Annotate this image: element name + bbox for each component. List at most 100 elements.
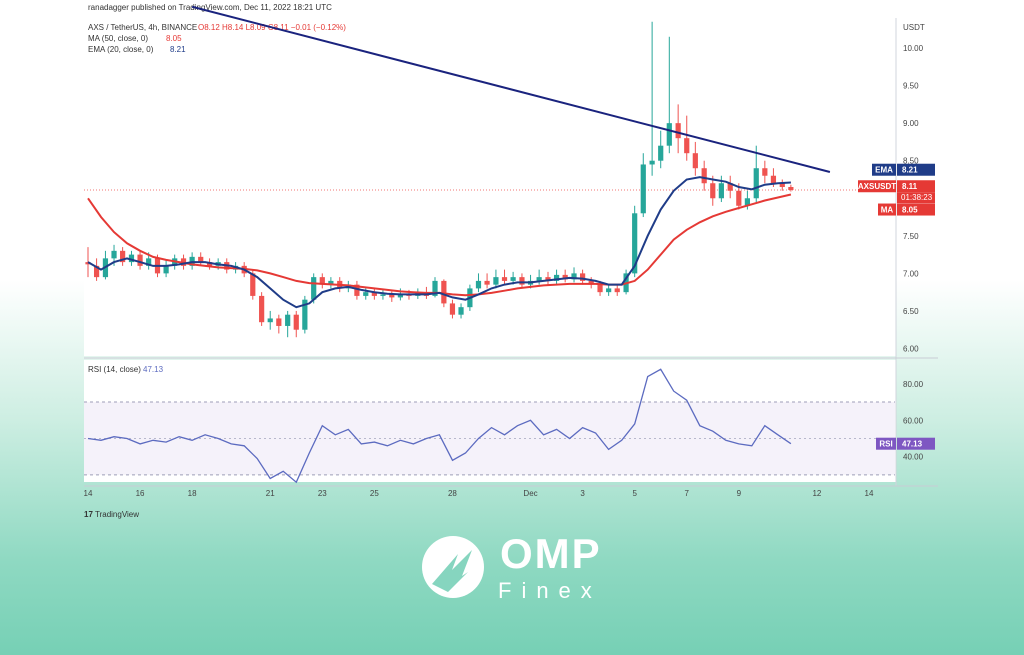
candle-body — [588, 280, 594, 285]
candle-body — [658, 145, 664, 161]
ema-20-line — [87, 176, 791, 309]
candle-body — [710, 183, 716, 199]
price-tick-label: 10.00 — [903, 44, 924, 53]
ma-tag-label: MA — [881, 206, 894, 215]
candle-body — [328, 280, 334, 285]
time-tick-label: 14 — [865, 489, 874, 498]
candle-body — [571, 273, 577, 280]
time-tick-label: 5 — [632, 489, 637, 498]
tradingview-icon: 17 — [84, 510, 93, 519]
candle-body — [684, 138, 690, 154]
candle-body — [501, 277, 508, 281]
price-tag-value: 8.11 — [902, 182, 918, 191]
ma-tag-label-box — [878, 203, 896, 216]
rsi-tag-label-box — [876, 437, 896, 450]
rsi-tick-label: 40.00 — [903, 453, 924, 462]
candle-body — [389, 294, 395, 298]
candle-body — [666, 123, 672, 146]
candle-body — [120, 250, 126, 263]
candle-body — [649, 160, 655, 165]
published-note: ranadagger published on TradingView.com,… — [88, 3, 332, 12]
time-tick-label: 16 — [136, 489, 145, 498]
ema-tag-label: EMA — [875, 166, 893, 175]
time-tick-label: 28 — [448, 489, 457, 498]
ma-tag-value-box — [897, 203, 935, 216]
rsi-line — [87, 368, 792, 484]
price-tick-label: 9.00 — [903, 119, 919, 128]
candle-body — [163, 265, 169, 274]
candle-body — [736, 190, 742, 206]
price-tick-label: 6.00 — [903, 344, 919, 353]
price-tick-label: 7.50 — [903, 232, 919, 241]
candle-body — [718, 183, 724, 199]
ema-tag-value-box — [897, 163, 935, 176]
candle-body — [354, 284, 360, 296]
brand-name: OMP — [500, 530, 602, 577]
candle-body — [493, 277, 499, 285]
candle-body — [475, 280, 482, 289]
candle-body — [510, 277, 516, 281]
rsi-tick-label: 80.00 — [903, 380, 924, 389]
symbol-title: AXS / TetherUS, 4h, BINANCE — [88, 23, 197, 32]
candle-body — [276, 318, 282, 326]
candle-body — [753, 168, 759, 199]
candle-body — [458, 307, 464, 315]
candle-body — [632, 213, 638, 274]
candle-body — [484, 280, 490, 285]
candle-body — [727, 183, 733, 191]
candle-body — [788, 187, 794, 191]
candle-body — [319, 277, 325, 285]
candle-body — [302, 299, 308, 330]
candle-body — [146, 258, 152, 266]
rsi-legend-label: RSI (14, close) — [88, 365, 141, 374]
ma-tag-value: 8.05 — [902, 206, 918, 215]
rsi-tag-label: RSI — [879, 440, 892, 449]
rsi-legend-value: 47.13 — [143, 365, 164, 374]
ma-legend-value: 8.05 — [166, 34, 182, 43]
time-tick-label: 21 — [266, 489, 275, 498]
time-tick-label: 3 — [580, 489, 585, 498]
time-tick-label: 14 — [84, 489, 93, 498]
candle-body — [692, 153, 698, 169]
candle-body — [614, 288, 620, 293]
candle-body — [371, 292, 377, 296]
price-tag-value-box — [897, 180, 935, 193]
rsi-tag-value-box — [897, 437, 935, 450]
candle-body — [441, 280, 447, 304]
ema-legend-label: EMA (20, close, 0) — [88, 45, 154, 54]
rsi-pane — [84, 360, 896, 482]
tradingview-logo: 17 TradingView — [84, 510, 139, 519]
candle-body — [93, 265, 100, 278]
candle-body — [779, 183, 785, 187]
candle-body — [111, 250, 117, 259]
candle-body — [553, 274, 560, 281]
time-tick-label: Dec — [523, 489, 537, 498]
price-tick-label: 8.50 — [903, 157, 919, 166]
candle-body — [128, 254, 135, 263]
candle-body — [311, 277, 317, 300]
trendline — [191, 5, 831, 173]
candle-body — [519, 277, 525, 285]
candle-body — [770, 175, 777, 184]
price-tag-label-box — [858, 180, 896, 193]
price-tick-label: 7.00 — [903, 269, 919, 278]
omp-emblem-icon — [422, 536, 484, 598]
time-tick-label: 25 — [370, 489, 379, 498]
brand-logo: OMP Finex — [418, 528, 618, 608]
candle-body — [198, 256, 204, 263]
candle-body — [562, 274, 568, 280]
candle-body — [545, 277, 551, 281]
ema-legend-value: 8.21 — [170, 45, 186, 54]
candle-body — [380, 294, 386, 296]
brand-sub: Finex — [498, 578, 602, 603]
candle-body — [432, 280, 438, 296]
candle-body — [580, 273, 586, 281]
price-timer: 01:38:23 — [901, 193, 933, 202]
time-tick-label: 7 — [685, 489, 690, 498]
candle-body — [285, 314, 291, 326]
ema-tag-value: 8.21 — [902, 166, 918, 175]
candle-body — [701, 168, 707, 184]
candle-body — [762, 168, 768, 176]
price-timer-box — [897, 192, 935, 204]
chart-canvas: ranadagger published on TradingView.com,… — [84, 3, 938, 498]
